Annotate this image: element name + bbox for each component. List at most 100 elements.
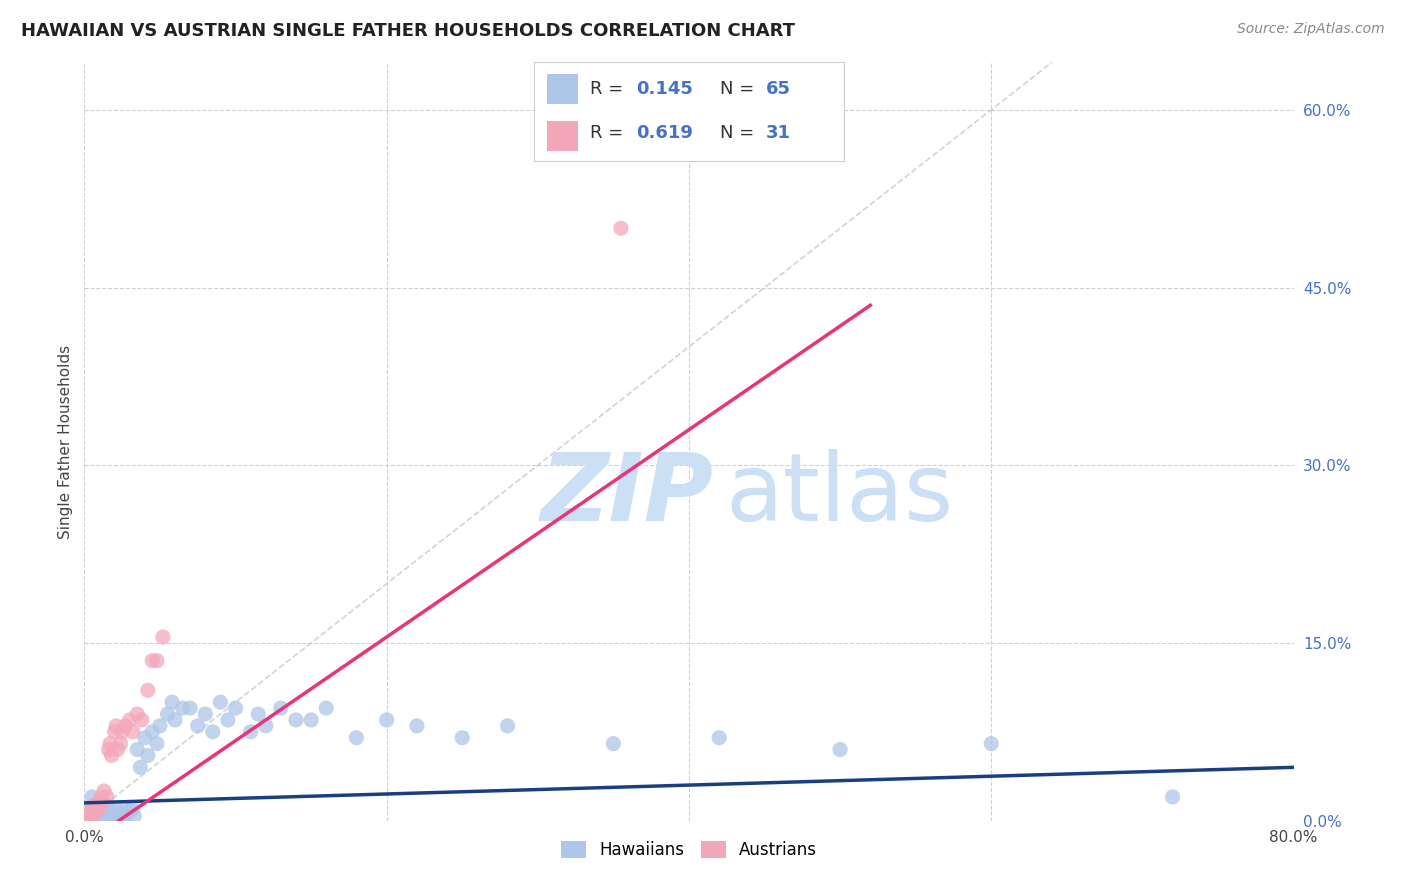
Point [86,804,108,818]
Point [451,731,474,745]
Point [96,807,118,822]
Point [141,654,163,668]
Point [115,807,138,822]
Point [87,810,110,824]
Point [496,719,519,733]
Point [104,802,127,816]
Point [79,807,101,822]
Point [97,742,120,756]
Point [111,724,134,739]
Text: N =: N = [720,80,759,98]
Text: ZIP: ZIP [540,449,713,541]
Point [82,810,104,824]
Point [709,731,731,745]
Text: 65: 65 [766,80,792,98]
Point [165,713,187,727]
Point [160,695,183,709]
Point [146,654,169,668]
Point [179,701,201,715]
Point [129,760,152,774]
Point [141,724,163,739]
Point [91,796,114,810]
Point [87,796,110,810]
Point [86,807,108,822]
FancyBboxPatch shape [547,121,578,151]
Point [980,737,1002,751]
Point [107,742,129,756]
Point [187,719,209,733]
Point [118,713,141,727]
Point [131,713,153,727]
Point [114,719,136,733]
Point [121,802,143,816]
Point [89,796,111,810]
Text: 31: 31 [766,124,792,142]
Point [90,789,112,804]
Point [247,706,270,721]
Point [270,701,292,715]
Point [89,802,111,816]
Text: HAWAIIAN VS AUSTRIAN SINGLE FATHER HOUSEHOLDS CORRELATION CHART: HAWAIIAN VS AUSTRIAN SINGLE FATHER HOUSE… [21,22,794,40]
Point [107,810,129,824]
Y-axis label: Single Father Households: Single Father Households [58,344,73,539]
Point [194,706,217,721]
Point [136,683,159,698]
Point [91,809,114,823]
Point [156,706,179,721]
Text: atlas: atlas [725,449,953,541]
Point [105,809,128,823]
Point [122,809,145,823]
Point [134,731,156,745]
Point [93,804,115,818]
Point [118,804,141,818]
Point [121,724,143,739]
Point [94,810,117,824]
FancyBboxPatch shape [547,74,578,103]
Text: 0.619: 0.619 [637,124,693,142]
Point [101,806,124,821]
Point [406,719,429,733]
Point [136,748,159,763]
Text: Source: ZipAtlas.com: Source: ZipAtlas.com [1237,22,1385,37]
Text: N =: N = [720,124,759,142]
Point [100,748,122,763]
Point [84,802,107,816]
Point [93,784,115,798]
Point [114,803,136,817]
Point [82,807,104,822]
Point [209,695,232,709]
Legend: Hawaiians, Austrians: Hawaiians, Austrians [554,834,824,865]
Point [108,805,131,820]
Point [97,799,120,814]
Point [346,731,368,745]
Point [98,809,121,823]
Point [80,799,103,814]
Point [217,713,239,727]
Point [104,724,127,739]
Point [172,701,194,715]
Point [146,737,169,751]
Point [98,737,121,751]
Point [127,706,149,721]
Point [100,810,122,824]
Point [201,724,224,739]
Point [90,810,112,824]
Point [239,724,262,739]
Point [127,742,149,756]
Point [76,809,98,823]
Point [299,713,322,727]
Point [149,719,172,733]
Point [105,719,128,733]
Text: R =: R = [591,124,628,142]
Point [89,805,111,820]
Point [112,810,135,824]
Point [1161,789,1184,804]
Point [77,806,100,821]
Point [285,713,308,727]
Point [610,221,633,235]
Text: 0.145: 0.145 [637,80,693,98]
Point [602,737,624,751]
Point [254,719,277,733]
Point [315,701,337,715]
Point [110,807,132,822]
